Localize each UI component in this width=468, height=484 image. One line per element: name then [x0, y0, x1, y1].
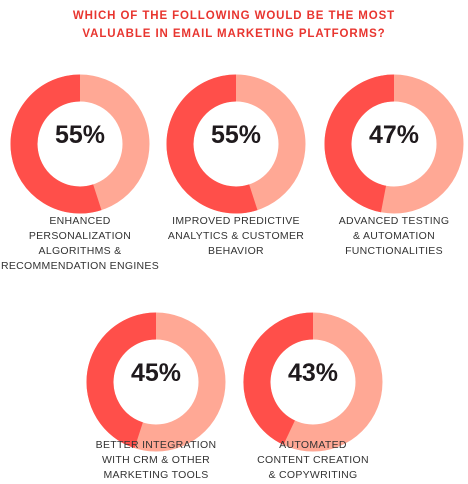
chart-title-line-2: VALUABLE IN EMAIL MARKETING PLATFORMS?: [82, 28, 386, 40]
donut-label-line: WITH CRM & OTHER: [101, 454, 211, 466]
donut-chart: [324, 74, 464, 214]
chart-title-line-1: WHICH OF THE FOLLOWING WOULD BE THE MOST: [72, 10, 396, 22]
donut-chart: [243, 312, 383, 452]
donut-label-line: BEHAVIOR: [208, 245, 264, 257]
donut-label-line: IMPROVED PREDICTIVE: [172, 215, 300, 227]
donut-label-line: BETTER INTEGRATION: [95, 439, 217, 451]
donut-label-line: CONTENT CREATION: [257, 454, 369, 466]
donut-value-segment: [324, 74, 395, 213]
donut-chart: [86, 312, 226, 452]
donut-value-segment: [10, 74, 102, 214]
percent-value: 55%: [210, 121, 262, 149]
donut-label: ADVANCED TESTING & AUTOMATION FUNCTIONALIT…: [310, 214, 468, 259]
donut-label-line: ADVANCED TESTING: [338, 215, 450, 227]
donut-value-segment: [166, 74, 258, 214]
donut-label-line: ENHANCED: [49, 215, 111, 227]
percent-value: 45%: [130, 359, 182, 387]
donut-value-segment: [86, 312, 157, 449]
percent-value: 55%: [54, 121, 106, 149]
donut-label-line: MARKETING TOOLS: [103, 469, 209, 481]
donut-label-line: & AUTOMATION: [353, 230, 435, 242]
donut-label: ENHANCED PERSONALIZATION ALGORITHMS & RECOM…: [0, 214, 164, 274]
percent-value: 43%: [287, 359, 339, 387]
donut-label-line: ALGORITHMS &: [38, 245, 122, 257]
donut-label-line: ANALYTICS & CUSTOMER: [167, 230, 305, 242]
donut-label: BETTER INTEGRATION WITH CRM & OTHER MARKET…: [72, 438, 240, 483]
donut-label: AUTOMATED CONTENT CREATION & COPYWRITING: [229, 438, 397, 483]
donut-chart: [166, 74, 306, 214]
chart-title: WHICH OF THE FOLLOWING WOULD BE THE MOST…: [0, 7, 468, 43]
donut-label-line: AUTOMATED: [279, 439, 347, 451]
donut-label-line: PERSONALIZATION: [28, 230, 132, 242]
donut-label: IMPROVED PREDICTIVE ANALYTICS & CUSTOMER B…: [152, 214, 320, 259]
donut-chart: [10, 74, 150, 214]
donut-value-segment: [243, 312, 314, 445]
donut-label-line: FUNCTIONALITIES: [345, 245, 443, 257]
percent-value: 47%: [368, 121, 420, 149]
donut-label-line: RECOMMENDATION ENGINES: [0, 260, 160, 272]
donut-label-line: & COPYWRITING: [268, 469, 358, 481]
